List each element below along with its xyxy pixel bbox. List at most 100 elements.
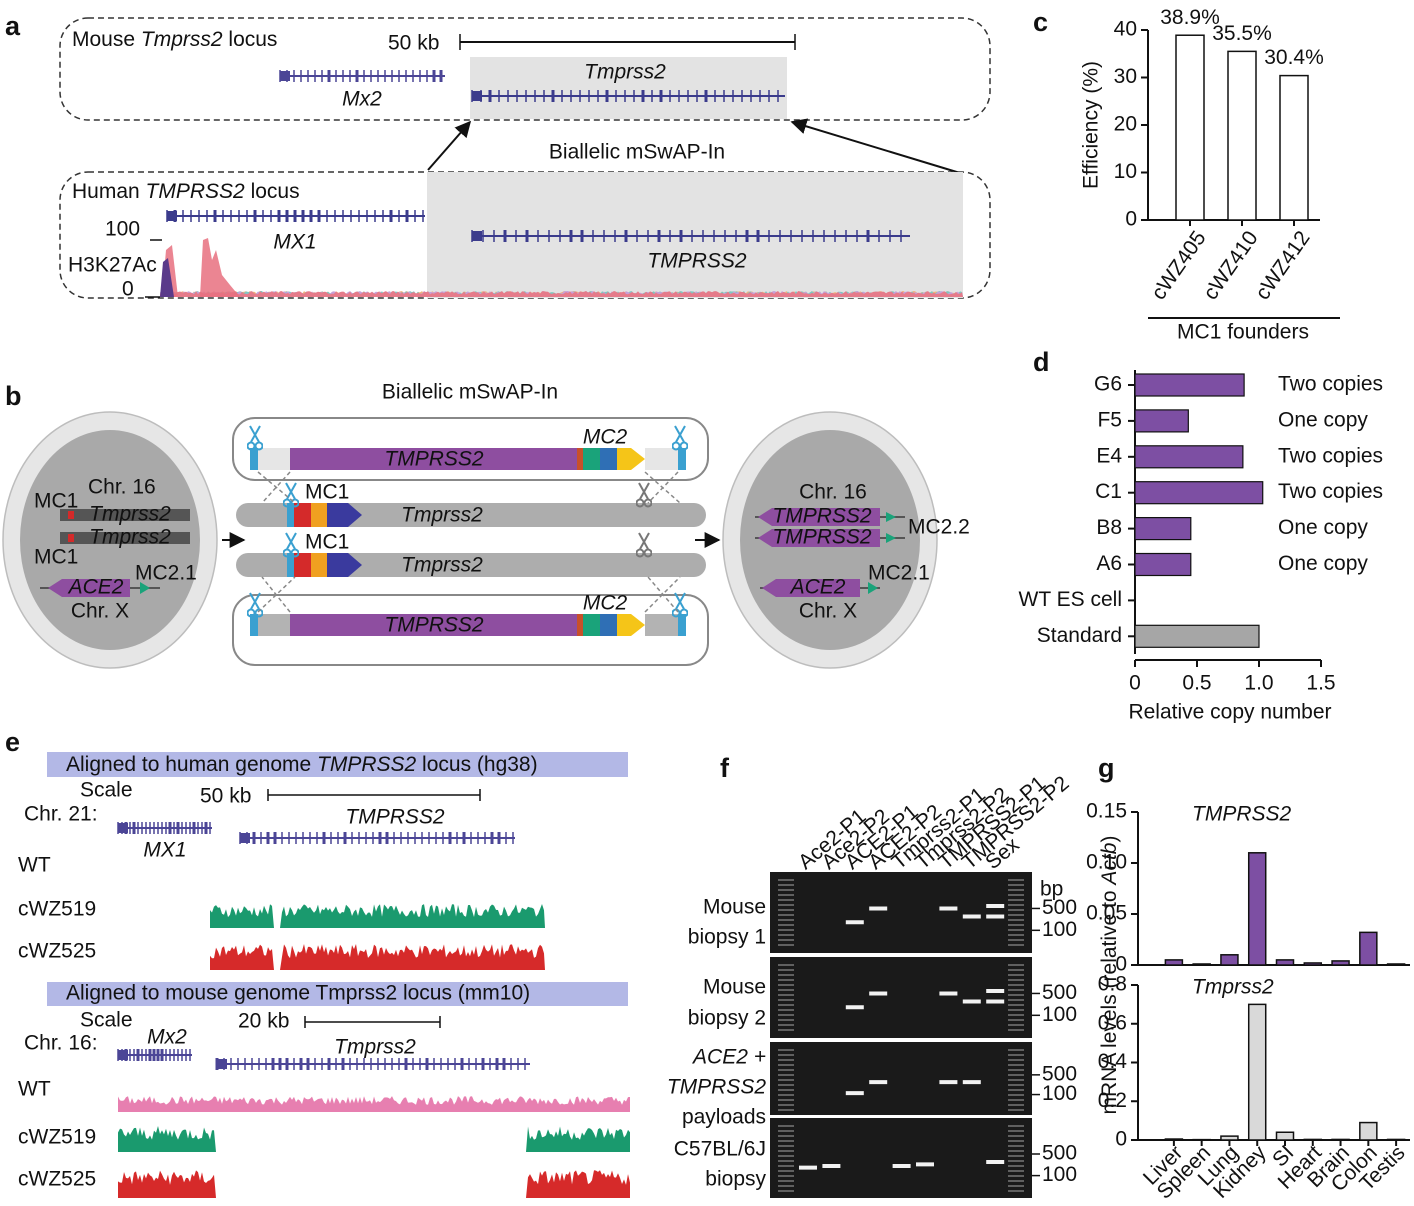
marker-label: MC2.2	[908, 516, 970, 539]
payload-segment	[577, 614, 583, 636]
x-tick-label: 0.5	[1182, 672, 1211, 695]
bar	[1134, 516, 1192, 541]
sample-label: WT	[18, 1078, 51, 1101]
x-axis-label: MC1 founders	[1177, 321, 1309, 344]
size-label: 100	[1042, 1003, 1077, 1026]
label-part: TMPRSS2	[146, 180, 246, 203]
y-tick-label: F5	[1097, 408, 1122, 431]
y-tick-label: 0.10	[1086, 851, 1127, 874]
gene-arrow	[758, 508, 880, 526]
gene-label: Tmprss2	[89, 526, 171, 549]
x-tick-label: 1.5	[1306, 672, 1335, 695]
ace2-gene	[48, 579, 130, 597]
gel	[770, 872, 1032, 953]
exon	[472, 91, 482, 101]
bar	[1134, 373, 1245, 397]
sample-label: cWZ525	[18, 1168, 96, 1191]
chart-title: Tmprss2	[1192, 976, 1274, 999]
gene-label: ACE2	[67, 576, 124, 599]
track-scale: 0	[122, 278, 134, 301]
track-label: H3K27Ac	[68, 254, 157, 277]
bar	[1303, 1138, 1323, 1141]
bar	[1175, 34, 1205, 221]
row-label: biopsy	[705, 1168, 766, 1191]
locus-frame	[59, 17, 991, 121]
scissors	[636, 482, 652, 508]
value-label: 30.4%	[1264, 46, 1324, 69]
method-label: Biallelic mSwAP-In	[549, 141, 725, 164]
track-noise	[160, 291, 963, 297]
plasmid	[232, 594, 709, 666]
gene-label: ACE2	[789, 576, 846, 599]
gene-label: Tmprss2	[89, 503, 171, 526]
payload-segment	[250, 614, 258, 636]
panel-letter: c	[1033, 7, 1048, 37]
signal-track	[210, 904, 545, 928]
panel-letter: b	[5, 381, 22, 411]
payload-segment	[645, 448, 678, 470]
gene-label: TMPRSS2	[772, 505, 872, 528]
payload-segment	[250, 448, 258, 470]
gene-label: Mx2	[147, 1026, 187, 1049]
chromosome-label: Chr. 16	[799, 481, 867, 504]
marker	[68, 534, 74, 542]
payload-segment	[290, 614, 577, 636]
panel-letter: e	[5, 727, 20, 757]
label-part: Tmprss2	[141, 28, 223, 51]
bar	[1134, 409, 1189, 433]
track-peak	[160, 258, 174, 297]
scale-label: Chr. 21:	[24, 803, 98, 826]
payload-segment	[600, 448, 617, 470]
bar	[1164, 959, 1184, 966]
bar	[1275, 1131, 1295, 1141]
crossover	[257, 576, 296, 613]
scissors	[672, 425, 688, 451]
row-label: ACE2 +	[691, 1046, 766, 1069]
size-label: 100	[1042, 918, 1077, 941]
row-label: biopsy 2	[688, 1007, 766, 1030]
chart-title: TMPRSS2	[1192, 803, 1292, 826]
signal-track	[118, 1096, 630, 1112]
crossover	[261, 576, 291, 613]
y-axis-label: mRNA levels (relative to Actb)	[1098, 836, 1121, 1115]
bar	[1359, 931, 1378, 966]
marker-segment	[294, 553, 311, 577]
payload-segment	[583, 448, 600, 470]
bar	[1220, 1135, 1239, 1141]
exon	[472, 231, 482, 241]
label-part: Mouse	[72, 28, 135, 51]
track-scale: 100	[105, 218, 140, 241]
arrow	[427, 120, 472, 171]
y-tick-label: 0	[1125, 208, 1137, 231]
payload-segment	[645, 614, 678, 636]
gel	[770, 1118, 1032, 1198]
x-tick-label: 0	[1129, 672, 1141, 695]
value-label: 38.9%	[1160, 6, 1220, 29]
header-band	[47, 752, 628, 777]
bar	[1275, 959, 1295, 966]
marker	[886, 512, 896, 522]
payload-segment	[600, 614, 617, 636]
scale-label: Scale	[80, 1009, 133, 1032]
marker	[140, 582, 150, 594]
payload-segment	[258, 448, 290, 470]
y-tick-label: B8	[1096, 516, 1122, 539]
bar	[1386, 1138, 1406, 1141]
y-tick-label: 30	[1114, 65, 1137, 88]
label-part: locus	[228, 28, 277, 51]
bar	[1192, 963, 1211, 966]
copy-annotation: One copy	[1278, 516, 1368, 539]
chromosome	[60, 532, 190, 544]
bar	[1386, 963, 1406, 966]
copy-annotation: Two copies	[1278, 444, 1383, 467]
chromosome-label: Chr. X	[71, 600, 129, 623]
scale-label: 50 kb	[200, 785, 251, 808]
payload-segment	[583, 614, 600, 636]
marker-label: MC1	[305, 531, 349, 554]
marker-segment	[327, 553, 362, 577]
y-tick-label: 0.15	[1086, 800, 1127, 823]
y-tick-label: 0.6	[1098, 1011, 1127, 1034]
y-tick-label: A6	[1096, 552, 1122, 575]
gel	[770, 957, 1032, 1038]
bar	[1220, 954, 1239, 966]
